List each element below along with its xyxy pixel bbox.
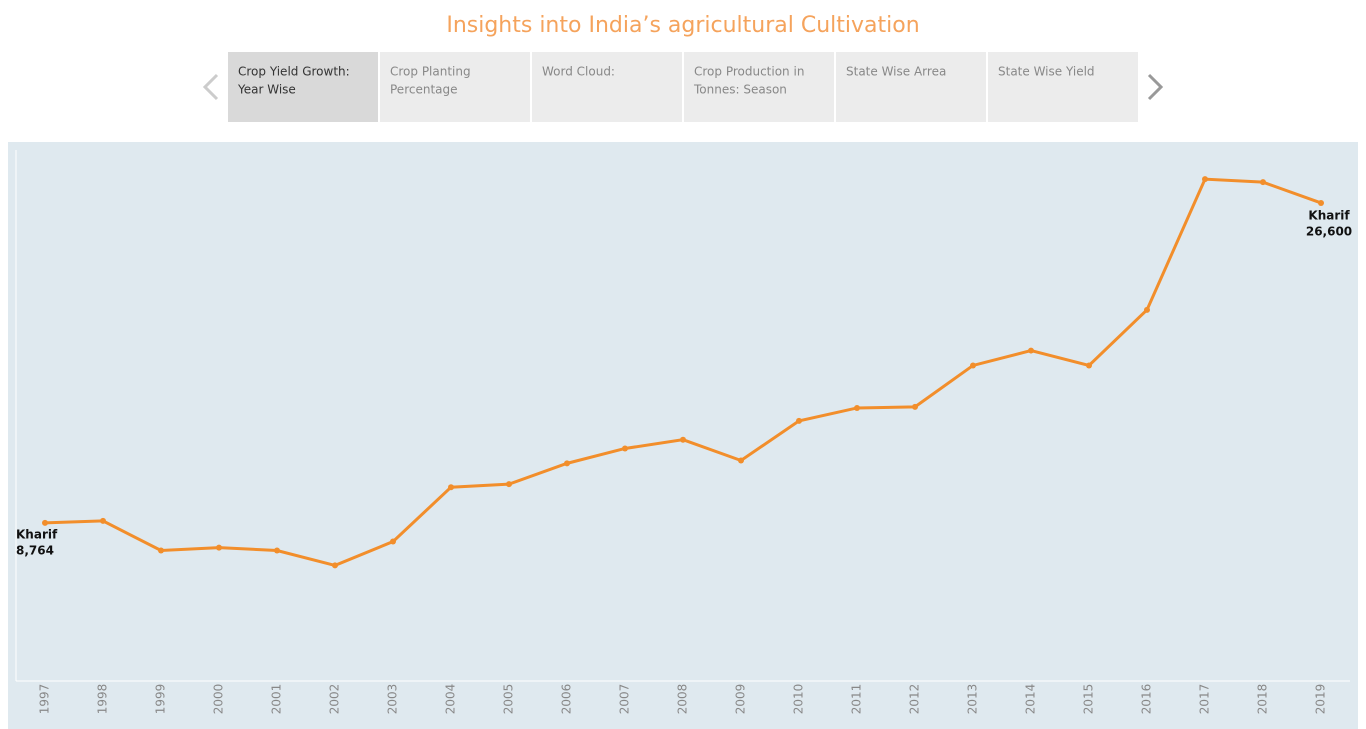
tab-label: Crop Yield Growth:	[238, 65, 350, 79]
tab-label: Word Cloud:	[542, 65, 615, 79]
data-point	[680, 436, 686, 443]
data-point	[564, 460, 570, 467]
data-point	[796, 417, 802, 424]
x-tick-label: 2000	[212, 684, 226, 715]
data-point	[274, 547, 280, 554]
tab[interactable]	[380, 52, 530, 122]
tab-label: Crop Planting	[390, 65, 471, 79]
data-point	[1086, 362, 1092, 369]
x-tick-label: 2013	[966, 684, 980, 715]
tab[interactable]	[836, 52, 986, 122]
tab[interactable]	[532, 52, 682, 122]
line-chart: 1997 1998 1999 2000 2001 2002 2003 2004 2005 2006…	[16, 176, 1352, 714]
tab-strip: Crop Yield Growth: Year Wise Crop Planting…	[228, 52, 1138, 122]
value-label: 8,764	[16, 543, 54, 557]
story-title: Insights into India’s agricultural Culti…	[446, 13, 919, 38]
data-point	[332, 562, 338, 569]
x-tick-label: 2004	[444, 684, 458, 715]
tab[interactable]	[988, 52, 1138, 122]
x-tick-label: 2014	[1024, 684, 1038, 715]
x-tick-label: 1999	[154, 684, 168, 715]
data-point	[216, 544, 222, 551]
data-point	[738, 457, 744, 464]
data-point	[1028, 347, 1034, 354]
tab-label: Tonnes: Season	[693, 83, 787, 97]
x-tick-label: 2015	[1082, 684, 1096, 715]
x-tick-label: 2011	[850, 684, 864, 715]
x-tick-label: 2018	[1256, 684, 1270, 715]
x-tick-label: 2016	[1140, 684, 1154, 715]
data-point	[1144, 306, 1150, 313]
tab-label: Year Wise	[237, 83, 296, 97]
x-tick-label: 2006	[560, 684, 574, 715]
x-tick-label: 2010	[792, 684, 806, 715]
x-tick-label: 1998	[96, 684, 110, 715]
x-tick-label: 2007	[618, 684, 632, 715]
data-point	[1202, 176, 1208, 183]
x-tick-label: 1997	[38, 684, 52, 715]
data-point	[1260, 179, 1266, 186]
data-point	[970, 362, 976, 369]
tab-label: Crop Production in	[694, 65, 804, 79]
data-point	[506, 481, 512, 488]
x-tick-label: 2009	[734, 684, 748, 715]
chart-background	[8, 142, 1358, 729]
data-point	[912, 403, 918, 410]
data-point	[100, 517, 106, 524]
label-series: Kharif	[1308, 208, 1350, 222]
x-tick-label: 2017	[1198, 684, 1212, 715]
data-point	[622, 445, 628, 452]
tab[interactable]	[228, 52, 378, 122]
tab-label: Percentage	[390, 83, 458, 97]
x-tick-label: 2019	[1314, 684, 1328, 715]
next-arrow[interactable]	[1147, 73, 1164, 101]
data-point	[448, 484, 454, 491]
data-point	[1318, 199, 1324, 206]
data-point	[158, 547, 164, 554]
x-tick-label: 2002	[328, 684, 342, 715]
x-tick-label: 2003	[386, 684, 400, 715]
tab-label: State Wise Arrea	[846, 65, 946, 79]
x-tick-label: 2005	[502, 684, 516, 715]
x-tick-label: 2012	[908, 684, 922, 715]
data-point	[390, 538, 396, 545]
tab-label: State Wise Yield	[998, 65, 1095, 79]
value-label: 26,600	[1306, 224, 1352, 238]
x-tick-label: 2001	[270, 684, 284, 715]
data-point	[42, 519, 48, 526]
tab[interactable]	[684, 52, 834, 122]
x-tick-label: 2008	[676, 684, 690, 715]
data-point	[854, 404, 860, 411]
label-series: Kharif	[16, 527, 58, 541]
prev-arrow[interactable]	[202, 73, 219, 101]
